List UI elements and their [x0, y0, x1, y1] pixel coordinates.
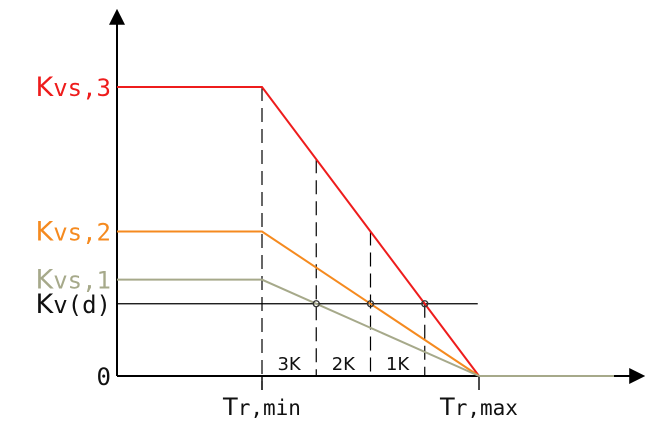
y-label-kvs3: Kvs,3 — [35, 72, 111, 103]
x-label-trmax: Tr,max — [439, 393, 518, 421]
delta-label: 3K — [277, 354, 301, 375]
intersection-point — [312, 300, 320, 308]
delta-label: 2K — [332, 354, 356, 375]
y-label-kvs1: Kvs,1 — [35, 265, 111, 296]
intersection-point — [421, 300, 429, 308]
series-kvs3 — [117, 86, 480, 377]
x-label-trmin: Tr,min — [222, 393, 301, 421]
delta-label: 1K — [386, 354, 410, 375]
series-kvs2 — [117, 230, 480, 377]
y-label-zero: 0 — [97, 363, 111, 391]
y-label-kvs2: Kvs,2 — [35, 217, 111, 248]
y-label-kvd: Kv(d) — [35, 289, 111, 320]
intersection-point — [366, 300, 375, 308]
series-kvs1 — [117, 278, 480, 377]
